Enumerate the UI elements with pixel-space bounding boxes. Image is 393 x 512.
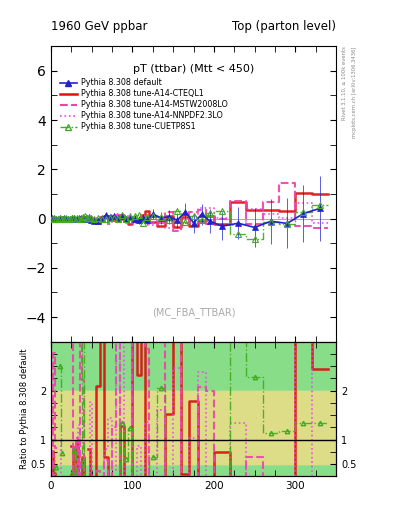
Y-axis label: Ratio to Pythia 8.308 default: Ratio to Pythia 8.308 default [20,349,29,469]
Text: pT (ttbar) (Mtt < 450): pT (ttbar) (Mtt < 450) [133,64,254,74]
Bar [51,342,336,476]
Text: 1960 GeV ppbar: 1960 GeV ppbar [51,20,148,33]
Bar [51,391,336,464]
Text: Top (parton level): Top (parton level) [232,20,336,33]
Text: mcplots.cern.ch [arXiv:1306.3436]: mcplots.cern.ch [arXiv:1306.3436] [352,46,357,138]
Text: Rivet 3.1.10, ≥ 100k events: Rivet 3.1.10, ≥ 100k events [342,46,347,120]
Bar [51,391,336,464]
Text: (MC_FBA_TTBAR): (MC_FBA_TTBAR) [152,307,235,317]
Legend: Pythia 8.308 default, Pythia 8.308 tune-A14-CTEQL1, Pythia 8.308 tune-A14-MSTW20: Pythia 8.308 default, Pythia 8.308 tune-… [58,77,229,133]
Bar [51,391,336,464]
